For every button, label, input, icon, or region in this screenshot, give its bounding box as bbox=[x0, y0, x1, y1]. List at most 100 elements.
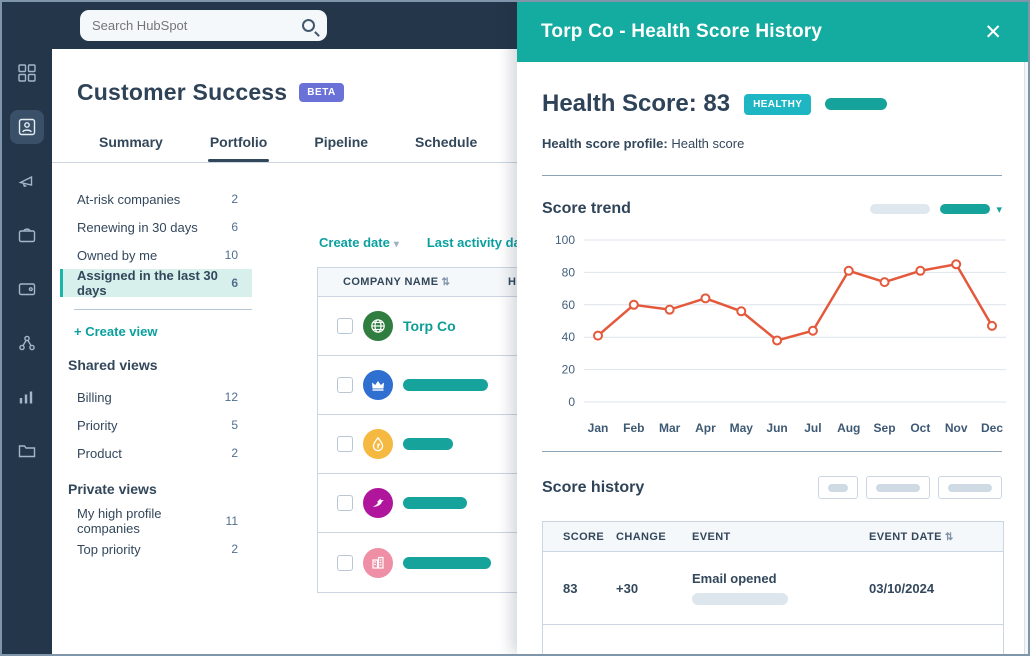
svg-text:0: 0 bbox=[568, 395, 575, 409]
global-search[interactable] bbox=[80, 10, 327, 41]
crown-icon bbox=[372, 381, 384, 391]
view-count: 5 bbox=[231, 418, 238, 432]
view-count: 11 bbox=[225, 514, 238, 528]
panel-scrollbar[interactable] bbox=[1024, 62, 1028, 654]
nav-bar-chart-icon[interactable] bbox=[10, 380, 44, 414]
health-score-value: Health Score: 83 bbox=[542, 90, 731, 117]
row-checkbox[interactable] bbox=[337, 318, 353, 334]
saved-views-panel: At-risk companies 2 Renewing in 30 days … bbox=[60, 185, 252, 563]
chevron-down-icon[interactable]: ▾ bbox=[996, 203, 1002, 216]
globe-icon bbox=[371, 319, 385, 333]
filter-create-date[interactable]: Create date ▾ bbox=[319, 235, 399, 250]
redacted-button[interactable] bbox=[938, 476, 1002, 499]
nav-org-chart-icon[interactable] bbox=[10, 326, 44, 360]
view-count: 2 bbox=[231, 542, 238, 556]
company-avatar bbox=[363, 547, 393, 578]
beta-badge: BETA bbox=[299, 83, 344, 102]
view-item-billing[interactable]: Billing 12 bbox=[60, 383, 252, 411]
divider bbox=[542, 175, 1002, 176]
panel-body: Health Score: 83 HEALTHY Health score pr… bbox=[517, 62, 1024, 654]
nav-megaphone-icon[interactable] bbox=[10, 164, 44, 198]
row-checkbox[interactable] bbox=[337, 377, 353, 393]
svg-text:Jun: Jun bbox=[766, 421, 787, 435]
view-label: Top priority bbox=[77, 541, 141, 557]
redacted-button[interactable] bbox=[818, 476, 858, 499]
view-count: 6 bbox=[231, 276, 238, 290]
svg-text:Nov: Nov bbox=[945, 421, 968, 435]
redacted-button[interactable] bbox=[866, 476, 930, 499]
view-item-high-profile[interactable]: My high profile companies 11 bbox=[60, 506, 252, 536]
create-view-button[interactable]: + Create view bbox=[74, 324, 158, 339]
column-event-date[interactable]: EVENT DATE ⇅ bbox=[869, 530, 954, 543]
view-item-at-risk[interactable]: At-risk companies 2 bbox=[60, 185, 252, 213]
event-cell: Booked meeting bbox=[692, 654, 869, 655]
nav-grid-icon[interactable] bbox=[10, 56, 44, 90]
profile-value: Health score bbox=[671, 136, 745, 151]
column-company-name[interactable]: COMPANY NAME ⇅ bbox=[343, 276, 451, 288]
svg-text:Mar: Mar bbox=[659, 421, 681, 435]
svg-text:60: 60 bbox=[562, 298, 576, 312]
nav-wallet-icon[interactable] bbox=[10, 272, 44, 306]
panel-header: Torp Co - Health Score History ✕ bbox=[517, 2, 1028, 62]
view-count: 2 bbox=[231, 192, 238, 206]
redacted-company-name bbox=[403, 556, 491, 569]
view-label: Product bbox=[77, 445, 122, 461]
column-score[interactable]: SCORE bbox=[563, 530, 605, 543]
change-cell: +10 bbox=[616, 654, 692, 655]
redacted-event-detail bbox=[692, 593, 788, 605]
redacted-company-name bbox=[403, 379, 488, 391]
view-item-priority[interactable]: Priority 5 bbox=[60, 411, 252, 439]
view-label: Assigned in the last 30 days bbox=[77, 268, 218, 298]
row-checkbox[interactable] bbox=[337, 436, 353, 452]
column-event[interactable]: EVENT bbox=[692, 530, 731, 543]
event-date-cell: 02/10/2024 bbox=[869, 654, 1003, 655]
search-icon[interactable] bbox=[302, 19, 315, 32]
view-item-renewing[interactable]: Renewing in 30 days 6 bbox=[60, 213, 252, 241]
svg-text:100: 100 bbox=[555, 233, 575, 247]
svg-text:20: 20 bbox=[562, 363, 576, 377]
company-avatar bbox=[363, 488, 393, 518]
tab-portfolio[interactable]: Portfolio bbox=[207, 126, 270, 162]
view-item-owned-by-me[interactable]: Owned by me 10 bbox=[60, 241, 252, 269]
redacted-pill bbox=[825, 98, 888, 110]
health-score-profile: Health score profile: Health score bbox=[542, 136, 1002, 151]
nav-contacts-icon[interactable] bbox=[10, 110, 44, 144]
nav-folder-icon[interactable] bbox=[10, 434, 44, 468]
close-icon[interactable]: ✕ bbox=[984, 20, 1002, 44]
company-link[interactable]: Torp Co bbox=[403, 318, 456, 334]
row-checkbox[interactable] bbox=[337, 495, 353, 511]
page-title: Customer Success bbox=[77, 79, 288, 105]
svg-text:Dec: Dec bbox=[981, 421, 1003, 435]
nav-briefcase-icon[interactable] bbox=[10, 218, 44, 252]
view-item-top-priority[interactable]: Top priority 2 bbox=[60, 535, 252, 563]
shared-views-heading: Shared views bbox=[68, 357, 158, 373]
table-row[interactable]: 83 +30 Email opened 03/10/2024 bbox=[543, 552, 1003, 625]
row-checkbox[interactable] bbox=[337, 554, 353, 571]
column-change[interactable]: CHANGE bbox=[616, 530, 667, 543]
score-cell: 53 bbox=[543, 654, 616, 655]
building-icon bbox=[372, 556, 384, 569]
view-item-assigned-last-30-days[interactable]: Assigned in the last 30 days 6 bbox=[60, 268, 252, 298]
view-label: At-risk companies bbox=[77, 191, 181, 207]
tab-schedule[interactable]: Schedule bbox=[415, 134, 478, 150]
redacted-dropdown-value[interactable] bbox=[940, 204, 991, 214]
svg-text:Oct: Oct bbox=[910, 421, 930, 435]
score-trend-chart: 0 20 40 60 80 100 Jan Feb Mar Apr May Jun Jul Aug Sep O… bbox=[542, 224, 1006, 449]
svg-text:Feb: Feb bbox=[623, 421, 644, 435]
svg-text:40: 40 bbox=[562, 330, 576, 344]
profile-label: Health score profile: bbox=[542, 136, 668, 151]
tab-pipeline[interactable]: Pipeline bbox=[314, 134, 369, 150]
private-views-heading: Private views bbox=[68, 481, 157, 497]
divider bbox=[542, 451, 1002, 452]
tab-summary[interactable]: Summary bbox=[99, 134, 163, 150]
view-item-product[interactable]: Product 2 bbox=[60, 439, 252, 467]
svg-text:Jan: Jan bbox=[588, 421, 609, 435]
view-label: Priority bbox=[77, 417, 118, 433]
search-input[interactable] bbox=[92, 18, 302, 33]
svg-text:May: May bbox=[730, 421, 754, 435]
table-row[interactable]: 53 +10 Booked meeting 02/10/2024 bbox=[543, 625, 1003, 655]
status-badge: HEALTHY bbox=[744, 93, 812, 115]
redacted-legend-item bbox=[870, 204, 931, 214]
score-history-heading: Score history bbox=[542, 478, 645, 496]
